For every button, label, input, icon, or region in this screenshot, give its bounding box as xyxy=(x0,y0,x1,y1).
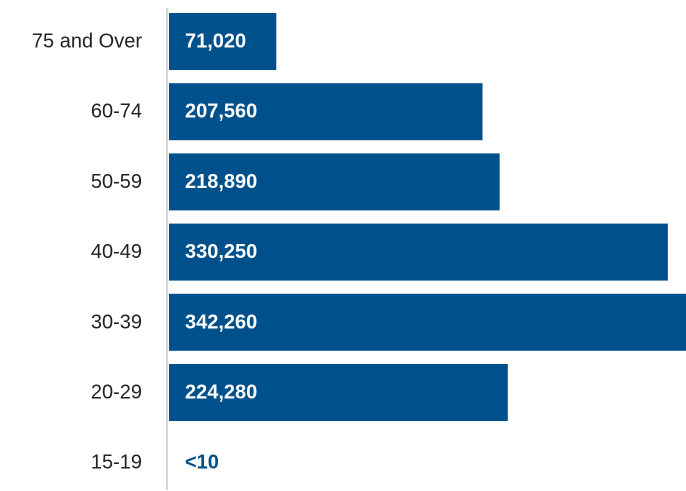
bar-value-label: 71,020 xyxy=(185,31,246,53)
category-label: 75 and Over xyxy=(32,31,142,53)
bar-value-label: 342,260 xyxy=(185,311,257,333)
bar xyxy=(169,293,686,351)
bar xyxy=(169,364,508,421)
category-label: 60-74 xyxy=(91,101,142,123)
category-label: 40-49 xyxy=(91,241,142,263)
bar-value-label: 330,250 xyxy=(185,241,257,263)
bar-value-label: 224,280 xyxy=(185,382,257,404)
category-label: 20-29 xyxy=(91,382,142,404)
category-label: 50-59 xyxy=(91,171,142,193)
category-label: 30-39 xyxy=(91,311,142,333)
bar xyxy=(169,223,668,281)
category-label: 15-19 xyxy=(91,452,142,474)
bar xyxy=(169,153,500,211)
bar-value-label: <10 xyxy=(185,452,219,474)
bar xyxy=(169,83,483,141)
bar xyxy=(169,13,277,70)
chart-marks: 75 and Over 71,020 60-74 207,560 50-59 218,89… xyxy=(32,13,686,474)
bar-value-label: 218,890 xyxy=(185,171,257,193)
bar-value-label: 207,560 xyxy=(185,101,257,123)
